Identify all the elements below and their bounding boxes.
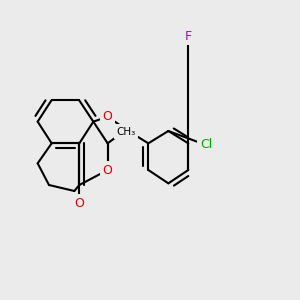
Text: O: O [103,164,112,176]
Text: CH₃: CH₃ [117,127,136,137]
Text: Cl: Cl [200,139,212,152]
Text: O: O [74,197,84,210]
Text: O: O [103,110,112,123]
Text: F: F [185,29,192,43]
